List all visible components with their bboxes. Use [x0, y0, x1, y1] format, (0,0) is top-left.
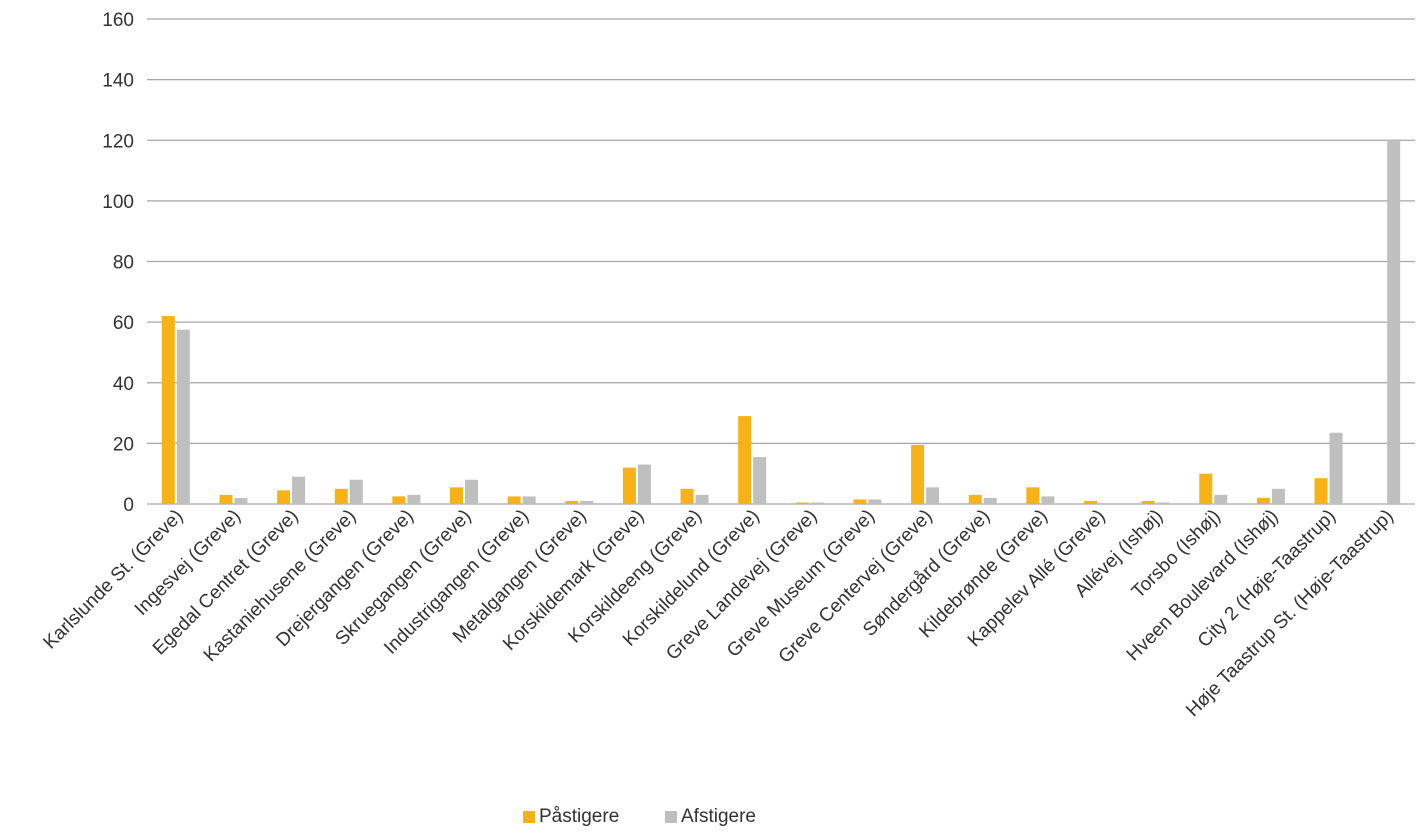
- bar-afstigere: [1271, 488, 1285, 504]
- bar-paastigere: [1141, 500, 1155, 504]
- bar-chart: 0 20 40 60 80 100 120 140 160 Karlslunde St. (Gr…: [40, 10, 1415, 721]
- x-axis-labels: Karlslunde St. (Greve)Ingesvej (Greve)Eg…: [40, 506, 1398, 721]
- bar-afstigere: [983, 497, 997, 504]
- legend-label-paastigere: Påstigere: [539, 806, 620, 827]
- bar-afstigere: [1214, 494, 1228, 504]
- bar-paastigere: [219, 494, 233, 504]
- bar-afstigere: [465, 479, 478, 504]
- bar-afstigere: [407, 494, 421, 504]
- legend: Påstigere Afstigere: [0, 806, 1420, 830]
- bar-paastigere: [161, 316, 175, 504]
- bar-paastigere: [1026, 487, 1040, 504]
- bar-afstigere: [810, 502, 824, 504]
- legend-item-afstigere: Afstigere: [665, 806, 756, 828]
- bar-paastigere: [507, 496, 521, 504]
- bar-paastigere: [334, 488, 348, 504]
- bar-paastigere: [968, 494, 982, 504]
- bar-afstigere: [1387, 140, 1401, 504]
- y-axis-labels: 0 20 40 60 80 100 120 140 160: [102, 10, 134, 516]
- legend-item-paastigere: Påstigere: [523, 806, 619, 828]
- bar-afstigere: [176, 329, 190, 504]
- bar-afstigere: [234, 497, 248, 504]
- bar-paastigere: [1314, 478, 1328, 504]
- bar-paastigere: [622, 467, 636, 504]
- y-tick-label: 60: [113, 313, 134, 334]
- y-tick-label: 100: [102, 192, 134, 213]
- bar-afstigere: [522, 496, 536, 504]
- bar-afstigere: [1156, 502, 1170, 504]
- bar-paastigere: [795, 502, 809, 504]
- legend-swatch-afstigere: [665, 811, 677, 823]
- bar-afstigere: [926, 487, 940, 504]
- y-tick-label: 140: [102, 71, 134, 92]
- gridlines: [147, 18, 1415, 505]
- legend-swatch-paastigere: [523, 811, 535, 823]
- bar-afstigere: [868, 499, 882, 504]
- bar-afstigere: [695, 494, 709, 504]
- bar-afstigere: [753, 457, 767, 504]
- y-tick-label: 80: [113, 253, 134, 274]
- bar-paastigere: [277, 490, 291, 504]
- y-tick-label: 160: [102, 10, 134, 31]
- bar-afstigere: [1329, 432, 1343, 504]
- bar-afstigere: [580, 500, 594, 504]
- y-tick-label: 20: [113, 434, 134, 455]
- x-category-label: Høje Taastrup St. (Høje-Taastrup): [1182, 506, 1397, 721]
- bar-paastigere: [450, 487, 463, 504]
- legend-label-afstigere: Afstigere: [681, 806, 756, 827]
- bar-afstigere: [349, 479, 363, 504]
- y-tick-label: 120: [102, 131, 134, 152]
- bar-paastigere: [565, 500, 579, 504]
- bar-paastigere: [911, 444, 925, 504]
- bar-paastigere: [738, 416, 752, 504]
- bar-paastigere: [680, 488, 694, 504]
- bar-paastigere: [1084, 500, 1097, 504]
- bar-paastigere: [1256, 497, 1270, 504]
- y-tick-label: 0: [123, 495, 134, 516]
- y-tick-label: 40: [113, 374, 134, 395]
- bar-afstigere: [292, 476, 306, 504]
- bar-paastigere: [853, 499, 867, 504]
- bar-paastigere: [1199, 473, 1213, 504]
- bar-afstigere: [1041, 496, 1055, 504]
- bar-afstigere: [637, 464, 651, 504]
- bars: [161, 140, 1401, 504]
- x-category-label: Ingesvej (Greve): [131, 506, 245, 620]
- bar-paastigere: [392, 496, 406, 504]
